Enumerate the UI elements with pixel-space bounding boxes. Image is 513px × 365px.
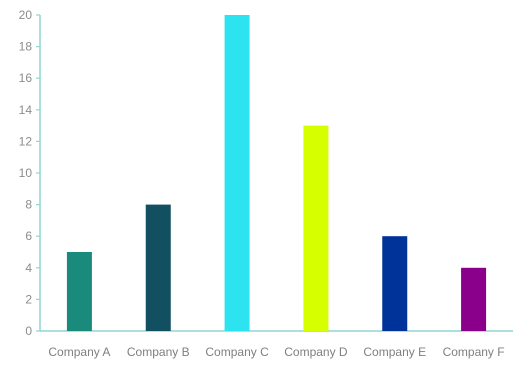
- bar: [382, 236, 408, 331]
- y-tick-label: 20: [19, 8, 33, 22]
- x-category-label: Company A: [48, 345, 110, 359]
- y-tick-label: 6: [25, 229, 32, 243]
- x-category-label: Company E: [363, 345, 426, 359]
- y-tick-label: 12: [19, 134, 33, 148]
- bar: [461, 267, 487, 331]
- x-category-label: Company F: [443, 345, 505, 359]
- bar: [224, 15, 250, 331]
- y-tick-label: 18: [19, 40, 33, 54]
- bar: [66, 252, 92, 331]
- y-tick-label: 14: [19, 103, 33, 117]
- x-category-label: Company C: [205, 345, 269, 359]
- y-tick-label: 4: [25, 261, 32, 275]
- category-labels: Company A Company B Company C Company D Comp…: [48, 345, 504, 359]
- bar: [303, 125, 329, 331]
- y-tick-label: 2: [25, 292, 32, 306]
- bar: [145, 204, 171, 331]
- y-tick-label: 8: [25, 198, 32, 212]
- y-tick-label: 0: [25, 324, 32, 338]
- y-axis: 0 2 4 6 8 10 12 14 16 18 20: [19, 8, 41, 338]
- bars: [66, 15, 487, 331]
- x-category-label: Company D: [284, 345, 348, 359]
- y-tick-label: 16: [19, 71, 33, 85]
- x-category-label: Company B: [127, 345, 190, 359]
- y-tick-label: 10: [19, 166, 33, 180]
